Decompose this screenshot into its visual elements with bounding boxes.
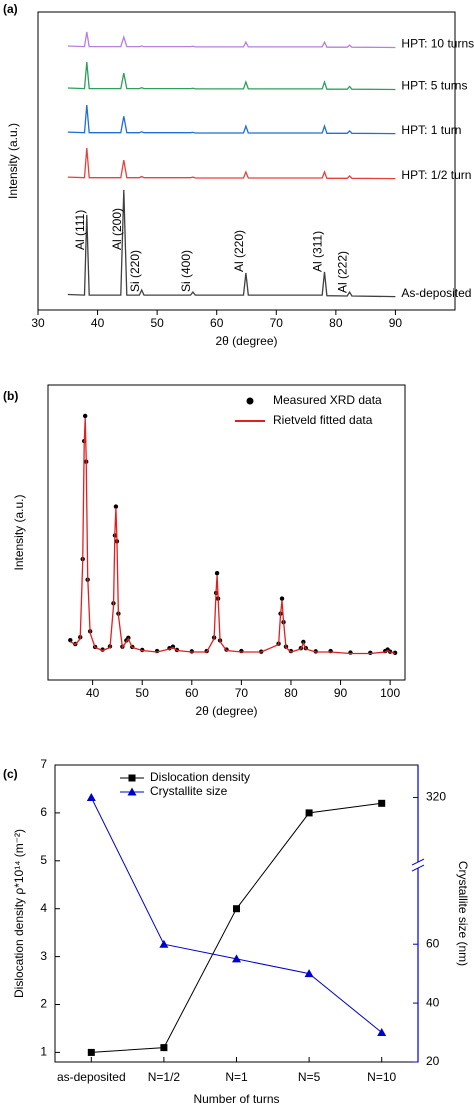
y-axis-label: Dislocation density ρ*10¹⁴ (m⁻²)	[12, 829, 26, 998]
data-point	[378, 799, 386, 807]
x-tick-label: 60	[210, 316, 224, 330]
data-point	[232, 954, 241, 963]
data-line	[67, 189, 396, 298]
x-tick-label: 40	[86, 686, 100, 700]
data-point	[68, 637, 73, 643]
y2-tick-label: 320	[426, 790, 446, 804]
peak-label: Si (400)	[179, 250, 193, 292]
y2-tick-label: 20	[426, 1054, 440, 1068]
y-tick-label: 1	[40, 1045, 47, 1059]
legend-label: Crystallite size	[150, 784, 228, 798]
data-line	[90, 797, 383, 1033]
x-tick-label: 80	[329, 316, 343, 330]
data-point	[113, 504, 119, 509]
x-tick-label: 90	[389, 316, 403, 330]
x-tick-label: 60	[185, 686, 199, 700]
y-tick-label: 6	[40, 805, 47, 819]
peak-label: Al (200)	[110, 208, 124, 250]
peak-label: Al (220)	[232, 230, 246, 272]
axis-break-gap	[412, 862, 424, 869]
y2-axis-label: Crystallite size (nm)	[456, 861, 470, 966]
x-axis-label: 2θ (degree)	[195, 704, 257, 718]
data-point	[279, 596, 285, 601]
series-label: HPT: 5 turns	[401, 79, 467, 93]
x-axis-label: 2θ (degree)	[215, 334, 277, 348]
data-point	[214, 571, 220, 576]
y-tick-label: 3	[40, 949, 47, 963]
legend-marker	[128, 774, 136, 782]
data-line	[67, 62, 396, 91]
y2-tick-label: 60	[426, 936, 440, 950]
series-label: As-deposited	[401, 286, 471, 300]
y-tick-label: 7	[40, 757, 47, 771]
data-point	[86, 793, 96, 802]
x-tick-label: 30	[31, 316, 45, 330]
x-tick-label: as-deposited	[57, 1070, 126, 1084]
legend-marker	[246, 397, 254, 405]
data-point	[377, 1028, 387, 1037]
panel-label: (c)	[3, 767, 18, 781]
data-line	[91, 802, 382, 1053]
x-axis-label: Number of turns	[193, 1092, 279, 1106]
x-tick-label: N=1/2	[148, 1070, 181, 1084]
y-axis-label: Intensity (a.u.)	[6, 123, 20, 199]
data-point	[159, 939, 169, 948]
legend-marker	[127, 787, 137, 796]
x-tick-label: 80	[284, 686, 298, 700]
series-label: HPT: 1/2 turn	[401, 168, 471, 182]
x-tick-label: 40	[91, 316, 105, 330]
data-point	[160, 1044, 168, 1052]
panel-label: (b)	[3, 389, 18, 403]
data-line	[67, 147, 396, 180]
y2-tick-label: 40	[426, 995, 440, 1009]
y-tick-label: 4	[40, 901, 47, 915]
series-label: HPT: 1 turn	[401, 123, 461, 137]
series-label: HPT: 10 turns	[401, 37, 474, 51]
data-point	[233, 905, 240, 913]
y-axis-label: Intensity (a.u.)	[12, 494, 26, 570]
axis-break-mark	[411, 864, 425, 872]
x-tick-label: N=1	[225, 1070, 248, 1084]
x-tick-label: N=5	[298, 1070, 321, 1084]
data-line	[67, 31, 396, 49]
peak-label: Al (311)	[311, 231, 325, 272]
data-line	[69, 417, 396, 655]
data-point	[305, 809, 313, 817]
axis-break-mark	[411, 858, 425, 866]
x-tick-label: 50	[136, 686, 150, 700]
data-point	[82, 413, 88, 419]
peak-label: Al (111)	[73, 210, 87, 250]
x-tick-label: 100	[380, 686, 400, 700]
x-tick-label: 50	[150, 316, 164, 330]
legend-label: Measured XRD data	[273, 393, 382, 407]
y-tick-label: 5	[40, 853, 47, 867]
panel-label: (a)	[3, 2, 18, 16]
peak-label: Al (222)	[336, 251, 350, 293]
legend-label: Dislocation density	[150, 770, 250, 784]
x-tick-label: 90	[334, 686, 348, 700]
plot-frame	[47, 384, 406, 681]
data-point	[304, 969, 314, 978]
x-tick-label: 70	[235, 686, 249, 700]
legend-label: Rietveld fitted data	[273, 413, 373, 427]
data-line	[67, 104, 396, 135]
peak-label: Si (220)	[128, 250, 142, 292]
plot-frame	[37, 11, 456, 311]
y-tick-label: 2	[40, 997, 47, 1011]
x-tick-label: N=10	[367, 1070, 396, 1084]
x-tick-label: 70	[270, 316, 284, 330]
data-point	[87, 1048, 95, 1056]
